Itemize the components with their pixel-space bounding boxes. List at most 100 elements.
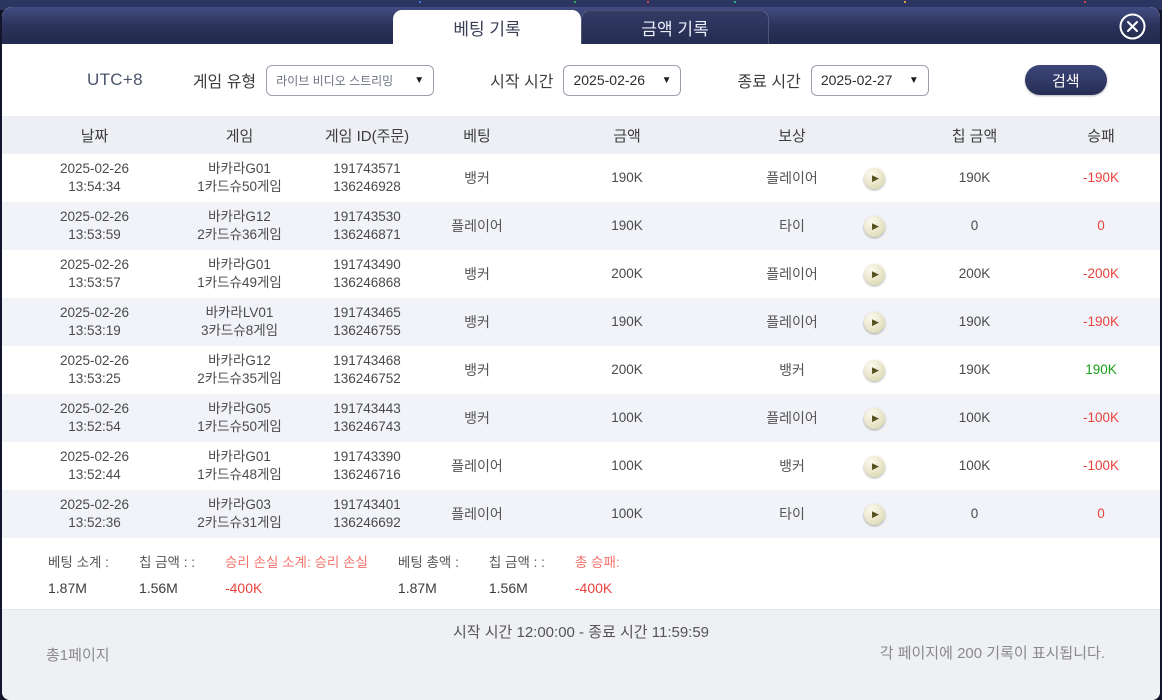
footer: 시작 시간 12:00:00 - 종료 시간 11:59:59 총1페이지 각 … <box>2 609 1160 700</box>
close-button[interactable] <box>1118 12 1147 41</box>
betting-history-modal: 베팅 기록 금액 기록 UTC+8 게임 유형 라이브 비디오 스트리밍 ▼ 시… <box>2 7 1160 700</box>
game-cell: 바카라G01 1카드슈49게임 <box>197 257 282 290</box>
table-header-row: 날짜 게임 게임 ID(주문) 베팅 금액 보상 칩 금액 승패 <box>2 116 1160 154</box>
tab-amount-record[interactable]: 금액 기록 <box>581 10 769 44</box>
bet-cell: 플레이어 <box>451 458 503 474</box>
bet-cell: 뱅커 <box>464 314 490 330</box>
summary-label: 총 승패: <box>574 555 620 570</box>
col-header-date: 날짜 <box>80 127 109 145</box>
end-date-select[interactable]: 2025-02-27 ▼ <box>810 64 929 96</box>
footer-time-range: 시작 시간 12:00:00 - 종료 시간 11:59:59 <box>452 624 710 641</box>
amount-cell: 100K <box>611 410 643 425</box>
replay-cell: ▶ <box>842 407 907 429</box>
amount-cell: 100K <box>611 506 643 521</box>
col-header-reward: 보상 <box>778 127 806 145</box>
game-cell: 바카라LV01 3카드슈8게임 <box>200 305 279 338</box>
reward-cell: 타이 <box>779 218 805 234</box>
summary-row: 베팅 소계 : 1.87M 칩 금액 : : 1.56M 승리 손실 소계: 승… <box>2 538 1160 609</box>
timezone-label: UTC+8 <box>87 70 143 89</box>
chip-cell: 0 <box>970 506 979 521</box>
winloss-cell: -190K <box>1082 314 1120 329</box>
game-cell: 바카라G12 2카드슈35게임 <box>197 353 282 386</box>
filter-bar: UTC+8 게임 유형 라이브 비디오 스트리밍 ▼ 시작 시간 2025-02… <box>2 44 1160 116</box>
chip-cell: 190K <box>958 314 991 329</box>
game-type-select[interactable]: 라이브 비디오 스트리밍 ▼ <box>266 64 435 96</box>
date-cell: 2025-02-26 13:52:44 <box>59 449 130 482</box>
col-header-game: 게임 <box>225 127 254 145</box>
table-row: 2025-02-26 13:53:25 바카라G12 2카드슈35게임 191743… <box>2 346 1160 394</box>
background-page-strip <box>0 0 1162 10</box>
reward-cell: 타이 <box>779 506 805 522</box>
chip-cell: 0 <box>970 218 979 233</box>
play-icon[interactable]: ▶ <box>864 407 885 429</box>
bet-cell: 뱅커 <box>464 170 490 186</box>
play-icon[interactable]: ▶ <box>864 167 885 189</box>
winloss-cell: -100K <box>1082 410 1120 425</box>
bet-cell: 뱅커 <box>464 266 490 282</box>
reward-cell: 뱅커 <box>779 458 805 474</box>
play-icon[interactable]: ▶ <box>864 263 885 285</box>
end-date-value: 2025-02-27 <box>820 72 893 88</box>
col-header-winloss: 승패 <box>1087 127 1115 145</box>
replay-cell: ▶ <box>842 455 907 477</box>
tab-betting-record[interactable]: 베팅 기록 <box>393 10 581 44</box>
game-cell: 바카라G12 2카드슈36게임 <box>197 209 282 242</box>
date-cell: 2025-02-26 13:53:19 <box>59 305 130 338</box>
game-id-cell: 191743465 136246755 <box>333 305 401 338</box>
play-icon[interactable]: ▶ <box>864 215 885 237</box>
col-header-chip: 칩 금액 <box>951 127 998 145</box>
col-header-game-id: 게임 ID(주문) <box>324 127 410 145</box>
game-id-cell: 191743530 136246871 <box>333 209 401 242</box>
winloss-cell: -190K <box>1082 170 1120 185</box>
play-icon[interactable]: ▶ <box>864 503 885 525</box>
amount-cell: 190K <box>611 170 643 185</box>
game-id-cell: 191743401 136246692 <box>333 497 401 530</box>
col-header-amount: 금액 <box>613 127 641 145</box>
summary-label: 칩 금액 : : <box>138 555 195 570</box>
replay-cell: ▶ <box>842 263 907 285</box>
play-icon[interactable]: ▶ <box>864 311 885 333</box>
table-row: 2025-02-26 13:52:54 바카라G05 1카드슈50게임 191743… <box>2 394 1160 442</box>
reward-cell: 플레이어 <box>766 170 818 186</box>
end-time-label: 종료 시간 <box>737 74 801 91</box>
summary-label: 칩 금액 : : <box>488 555 545 570</box>
chevron-down-icon: ▼ <box>661 74 672 86</box>
footer-per-page-note: 각 페이지에 200 기록이 표시됩니다. <box>879 645 1105 662</box>
replay-cell: ▶ <box>842 167 907 189</box>
search-button[interactable]: 검색 <box>1024 65 1107 95</box>
start-date-select[interactable]: 2025-02-26 ▼ <box>563 64 682 96</box>
date-cell: 2025-02-26 13:53:25 <box>59 353 130 386</box>
winloss-cell: 190K <box>1085 362 1117 377</box>
reward-cell: 플레이어 <box>766 314 818 330</box>
replay-cell: ▶ <box>842 359 907 381</box>
play-icon[interactable]: ▶ <box>864 359 885 381</box>
bet-cell: 플레이어 <box>451 506 503 522</box>
chip-cell: 190K <box>958 170 991 185</box>
date-cell: 2025-02-26 13:52:54 <box>59 401 130 434</box>
summary-label: 승리 손실 소계: 승리 손실 <box>224 555 368 570</box>
game-cell: 바카라G05 1카드슈50게임 <box>197 401 282 434</box>
summary-item: 베팅 총액 : 1.87M <box>398 551 459 596</box>
start-date-value: 2025-02-26 <box>573 72 646 88</box>
close-icon <box>1119 13 1146 40</box>
summary-value: -400K <box>224 580 263 596</box>
amount-cell: 190K <box>611 314 643 329</box>
play-icon[interactable]: ▶ <box>864 455 885 477</box>
table-row: 2025-02-26 13:54:34 바카라G01 1카드슈50게임 191743… <box>2 154 1160 202</box>
game-id-cell: 191743571 136246928 <box>333 161 401 194</box>
chevron-down-icon: ▼ <box>908 74 919 86</box>
replay-cell: ▶ <box>842 311 907 333</box>
summary-item: 총 승패: -400K <box>575 551 620 596</box>
summary-item: 승리 손실 소계: 승리 손실 -400K <box>225 551 368 596</box>
replay-cell: ▶ <box>842 503 907 525</box>
table-row: 2025-02-26 13:53:19 바카라LV01 3카드슈8게임 191743… <box>2 298 1160 346</box>
date-cell: 2025-02-26 13:53:59 <box>59 209 130 242</box>
bet-cell: 뱅커 <box>464 410 490 426</box>
game-id-cell: 191743390 136246716 <box>333 449 401 482</box>
summary-value: -400K <box>574 580 613 596</box>
col-header-bet: 베팅 <box>463 127 491 145</box>
table-row: 2025-02-26 13:52:36 바카라G03 2카드슈31게임 191743… <box>2 490 1160 538</box>
summary-value: 1.56M <box>138 580 178 596</box>
summary-value: 1.87M <box>397 580 437 596</box>
summary-item: 칩 금액 : : 1.56M <box>139 551 195 596</box>
